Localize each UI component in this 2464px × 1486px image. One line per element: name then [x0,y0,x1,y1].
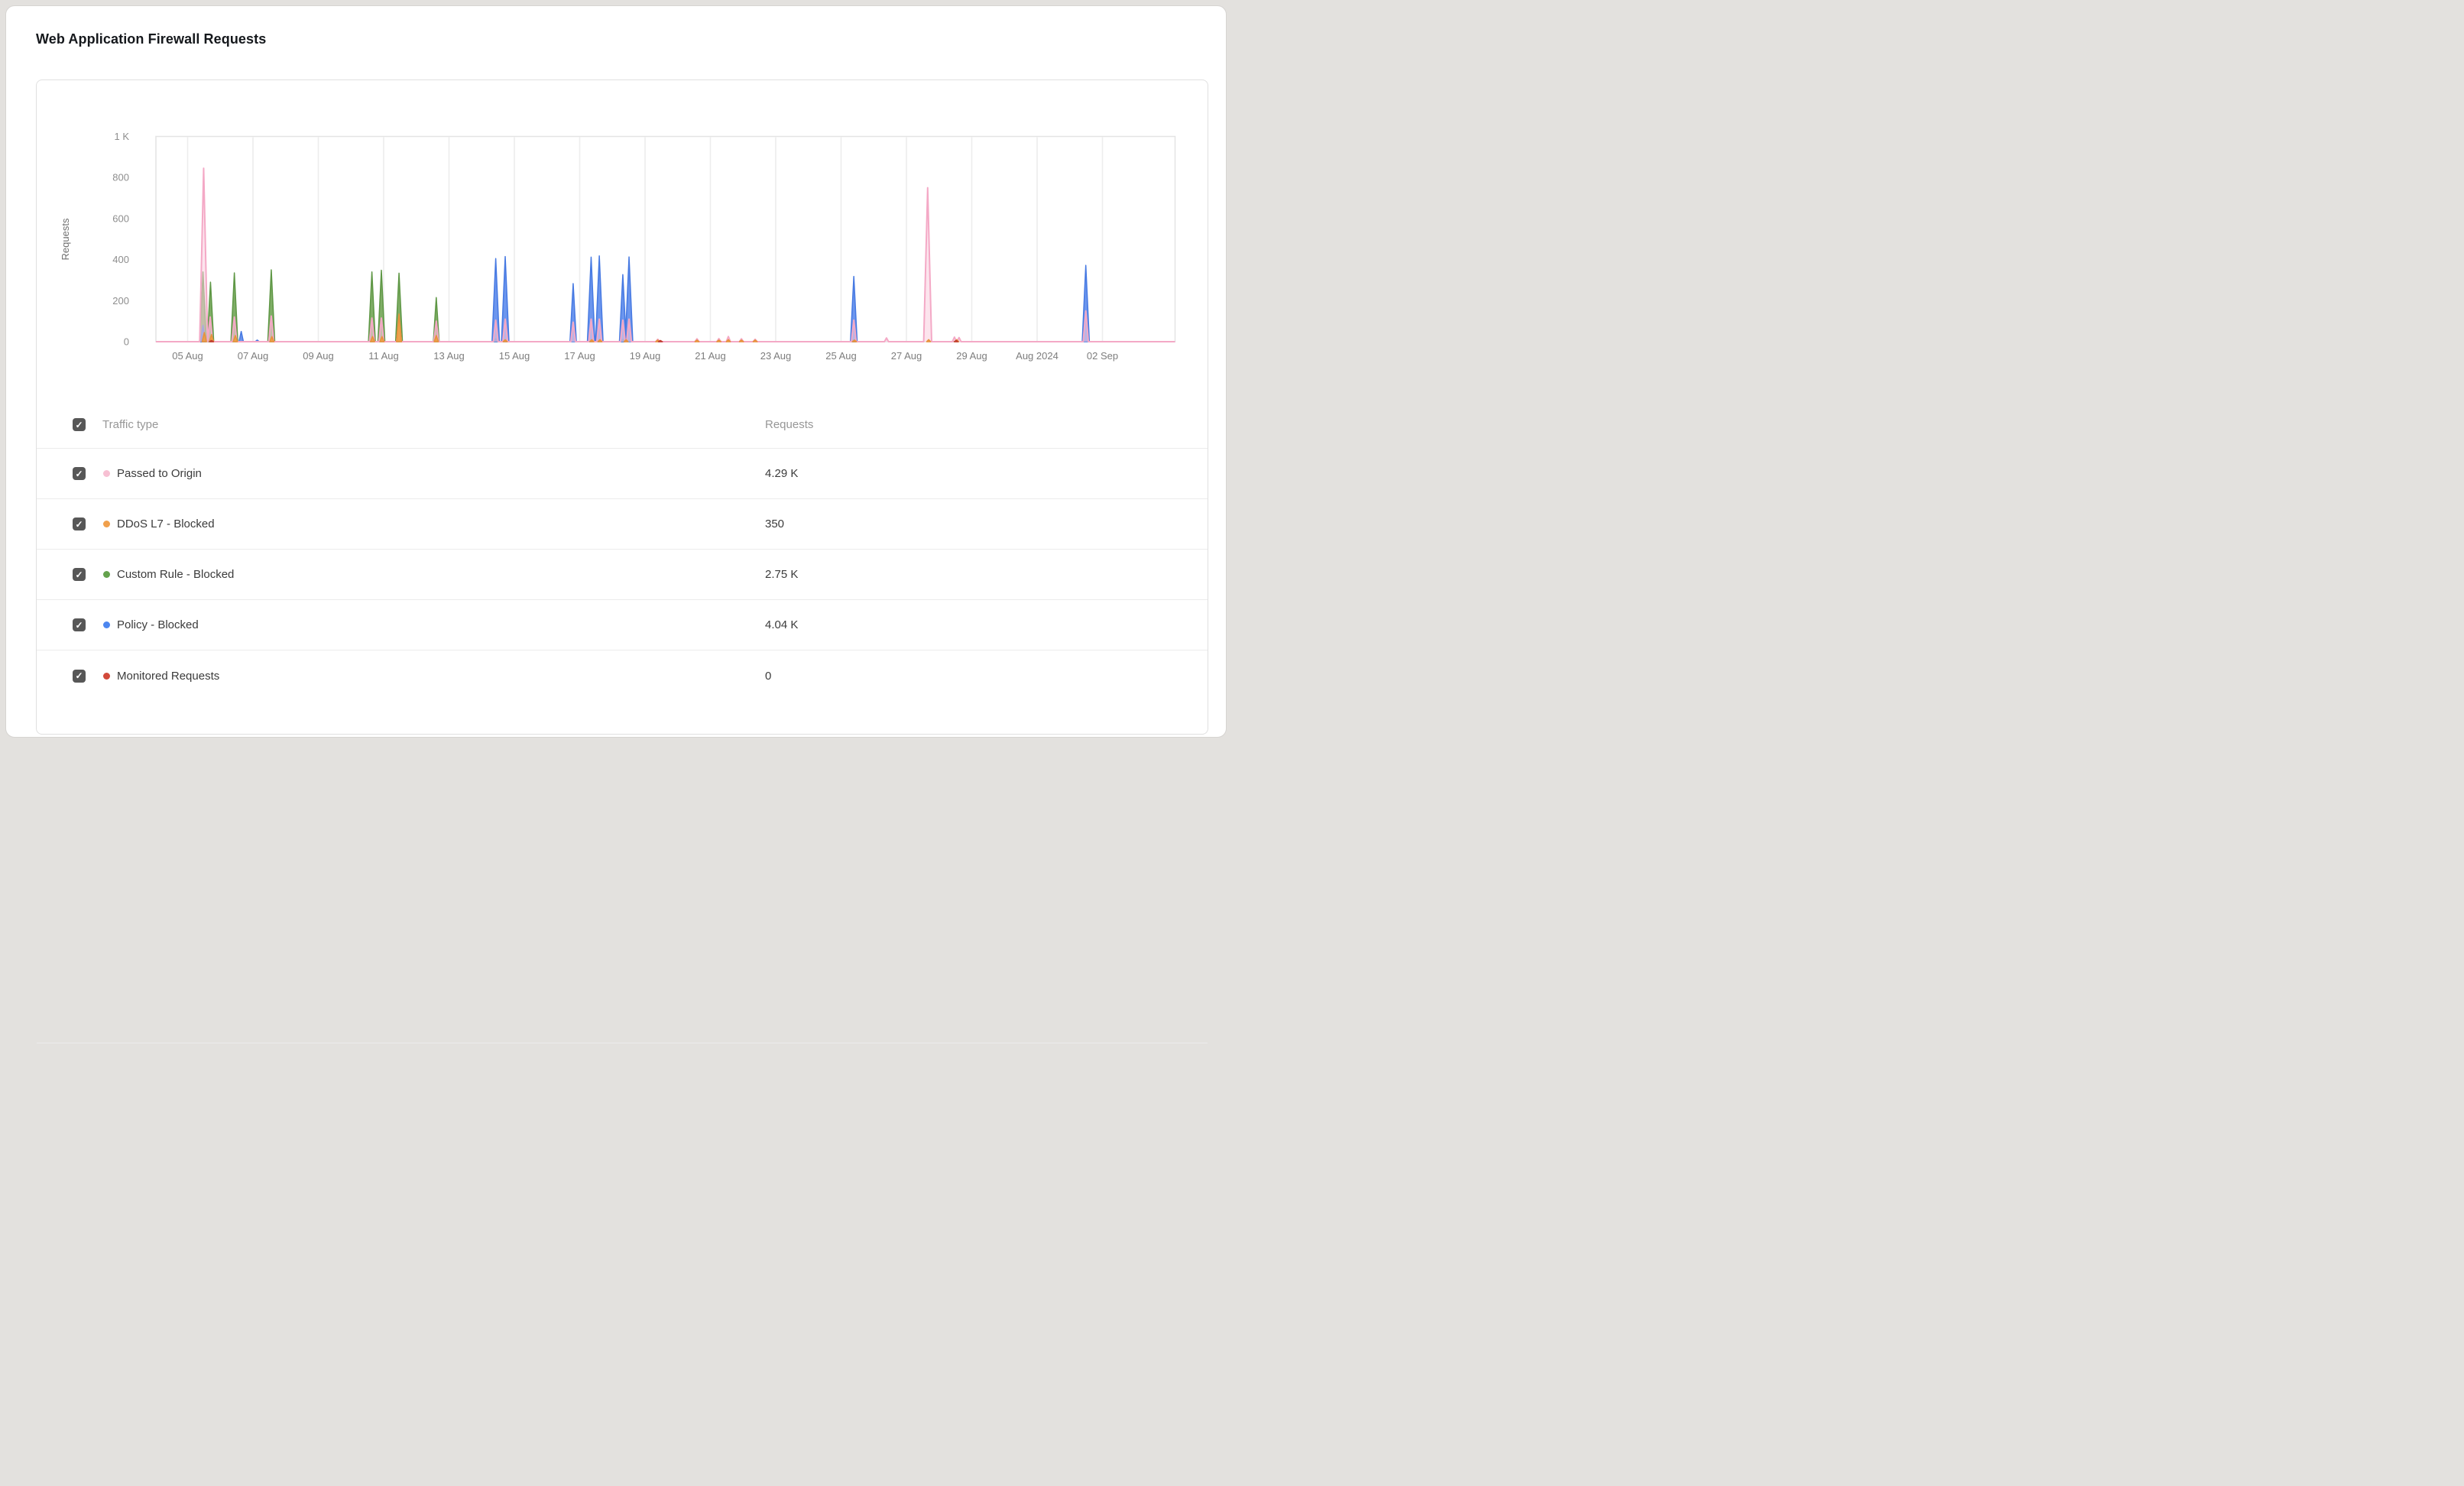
x-tick-label: 27 Aug [891,350,922,362]
series-color-dot [103,672,110,680]
series-color-dot [103,621,110,628]
series-color-dot [103,521,110,527]
series-ddos-l7-blocked [201,313,960,342]
x-tick-label: 13 Aug [433,350,465,362]
requests-value: 0 [765,669,772,683]
traffic-type-label: DDoS L7 - Blocked [117,518,215,530]
traffic-type-checkbox[interactable] [73,467,86,480]
traffic-type-column-header: Traffic type [102,418,159,431]
x-tick-label: 07 Aug [238,350,269,362]
series-color-dot [103,470,110,477]
waf-requests-card: 0 200 400 600 800 1 K 05 Aug 07 Aug 09 Aug 11 Aug… [36,79,1208,1043]
x-tick-label: 05 Aug [172,350,203,362]
table-body: Passed to Origin 4.29 K DDoS L7 - Blocked 3… [37,449,1208,701]
page-title: Web Application Firewall Requests [36,31,267,47]
traffic-type-checkbox[interactable] [73,518,86,530]
table-row: Policy - Blocked 4.04 K [37,600,1208,651]
y-tick-label: 200 [112,295,129,307]
traffic-type-label: Custom Rule - Blocked [117,568,235,581]
x-tick-label: 17 Aug [564,350,595,362]
traffic-type-checkbox[interactable] [73,618,86,631]
y-tick-label: 800 [112,172,129,183]
series-passed-to-origin [156,167,1175,342]
x-tick-label: 29 Aug [956,350,987,362]
x-tick-label: 11 Aug [368,350,399,362]
requests-value: 350 [765,518,785,530]
y-tick-label: 600 [112,213,129,224]
requests-value: 4.29 K [765,467,799,480]
y-tick-label: 1 K [114,131,129,142]
traffic-type-checkbox[interactable] [73,568,86,581]
x-tick-label: 02 Sep [1087,350,1118,362]
y-tick-label: 400 [112,254,129,265]
series-color-dot [103,571,110,578]
y-tick-label: 0 [124,336,129,348]
x-tick-label: 23 Aug [760,350,792,362]
x-tick-label: 15 Aug [499,350,530,362]
traffic-type-checkbox[interactable] [73,669,86,683]
traffic-type-table: Traffic type Requests Passed to Origin 4.… [37,401,1208,1043]
series-monitored-requests [209,339,959,342]
requests-column-header: Requests [765,418,814,431]
plot-frame [155,135,1176,342]
y-axis-title: Requests [60,218,71,260]
traffic-type-label: Passed to Origin [117,467,202,480]
table-row: Passed to Origin 4.29 K [37,449,1208,499]
traffic-type-label: Monitored Requests [117,669,220,683]
table-row: Custom Rule - Blocked 2.75 K [37,550,1208,600]
requests-value: 2.75 K [765,568,799,581]
x-tick-label: 21 Aug [695,350,726,362]
table-header-row: Traffic type Requests [37,401,1208,449]
select-all-checkbox[interactable] [73,418,86,431]
app-window: Web Application Firewall Requests 0 200 40… [5,5,1227,1043]
traffic-type-label: Policy - Blocked [117,618,199,631]
x-tick-label: 25 Aug [825,350,857,362]
x-tick-label: 09 Aug [303,350,334,362]
table-row: Monitored Requests 0 [37,651,1208,701]
table-row: DDoS L7 - Blocked 350 [37,499,1208,550]
x-tick-label: 19 Aug [630,350,661,362]
x-tick-label: Aug 2024 [1016,350,1059,362]
requests-value: 4.04 K [765,618,799,631]
waf-requests-chart: 0 200 400 600 800 1 K 05 Aug 07 Aug 09 Aug 11 Aug… [60,131,1176,362]
